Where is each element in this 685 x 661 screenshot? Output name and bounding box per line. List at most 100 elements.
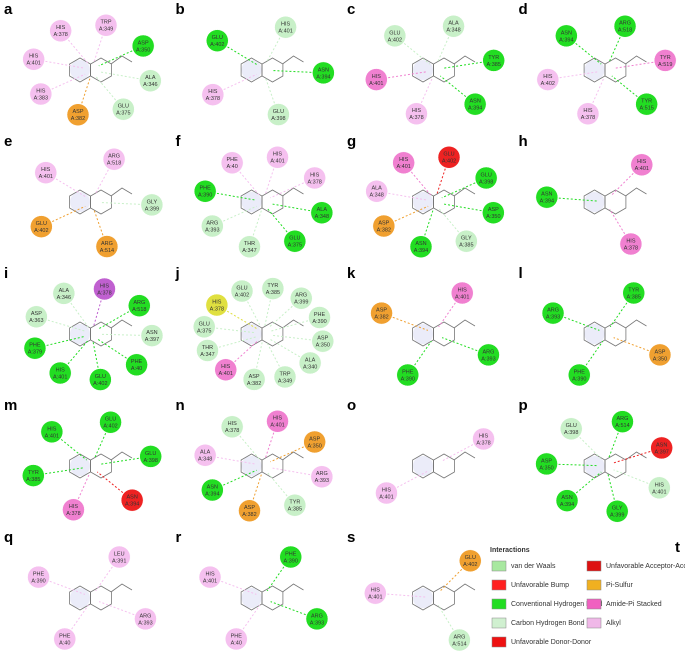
residue — [622, 281, 645, 305]
residue-name: HIS — [371, 588, 381, 594]
residue-name: GLY — [612, 506, 623, 512]
residue — [99, 411, 122, 434]
residue — [312, 61, 335, 85]
chain — [453, 583, 476, 593]
residue — [27, 565, 50, 589]
residue-id: A:393 — [315, 478, 329, 484]
interaction-line — [440, 75, 476, 105]
residue-id: A:340 — [303, 364, 317, 370]
residue-id: A:363 — [29, 318, 43, 324]
residue-id: A:382 — [242, 512, 256, 518]
interaction-line — [267, 472, 296, 506]
residue-name: PHE — [200, 186, 212, 192]
residue — [463, 92, 487, 116]
residue-id: A:401 — [278, 29, 292, 35]
ring — [90, 57, 112, 83]
residue-name: ASP — [309, 436, 320, 442]
ligand-glow — [241, 324, 262, 344]
residue-id: A:382 — [247, 381, 261, 387]
residue-name: ASN — [146, 330, 157, 336]
residue-id: A:375 — [288, 243, 302, 249]
residue — [370, 301, 393, 325]
residue-id: A:519 — [658, 62, 672, 68]
chain — [110, 319, 133, 329]
residue-id: A:401 — [53, 374, 67, 380]
ligand-glow — [70, 60, 90, 80]
panel: fHISA:401HISA:378ALAA:348GLUA:375THRA:34… — [176, 133, 334, 258]
residue-id: A:394 — [316, 74, 330, 80]
panel-letter: c — [347, 1, 355, 18]
residue-id: A:347 — [200, 352, 214, 358]
legend-label: Alkyl — [606, 620, 621, 627]
residue-id: A:385 — [266, 290, 280, 296]
chain — [110, 187, 133, 197]
residue — [30, 215, 53, 238]
residue-id: A:40 — [131, 366, 142, 372]
residue-id: A:401 — [219, 371, 233, 377]
residue — [442, 15, 465, 38]
residue-id: A:378 — [624, 245, 638, 251]
interaction-line — [93, 25, 107, 63]
residue — [290, 287, 313, 310]
interaction-line — [610, 164, 643, 196]
residue-name: ASP — [317, 336, 328, 342]
residue-name: ARG — [206, 220, 218, 226]
residue — [555, 24, 578, 48]
residue-name: HIS — [382, 487, 392, 493]
residue-id: A:350 — [136, 47, 150, 53]
residue-id: A:378 — [409, 115, 423, 121]
residue — [283, 493, 307, 517]
residue-id: A:401 — [270, 159, 284, 165]
legend-swatch — [586, 598, 602, 610]
residue — [273, 365, 297, 389]
interaction-line — [608, 26, 626, 63]
chain — [453, 55, 476, 65]
interaction-line — [566, 35, 602, 65]
residue-id: A:390 — [31, 579, 45, 585]
residue — [474, 166, 498, 190]
residue-id: A:401 — [45, 433, 59, 439]
chain — [282, 451, 304, 461]
residue-id: A:385 — [487, 62, 501, 68]
residue — [242, 368, 266, 391]
residue — [619, 232, 643, 256]
residue-name: ARG — [133, 300, 145, 306]
ring — [604, 189, 627, 215]
residue-id: A:390 — [312, 319, 326, 325]
residue-id: A:393 — [546, 315, 560, 321]
interaction-line — [436, 157, 450, 195]
residue-name: GLU — [566, 423, 577, 429]
chain — [625, 319, 647, 329]
interaction-line — [265, 341, 286, 378]
interaction-line — [264, 288, 274, 327]
residue-name: PHE — [574, 369, 586, 375]
chain — [110, 451, 133, 461]
residue-id: A:378 — [581, 115, 595, 121]
ring — [261, 57, 284, 83]
residue-name: ASN — [656, 442, 667, 448]
residue-id: A:348 — [198, 457, 212, 463]
residue-name: TRP — [101, 20, 112, 26]
residue — [220, 151, 244, 175]
legend-label: van der Waals — [511, 563, 556, 570]
ligand — [583, 55, 647, 83]
residue-id: A:398 — [479, 179, 493, 185]
residue — [613, 15, 637, 38]
residue-id: A:393 — [138, 620, 152, 626]
residue-name: ASP — [541, 458, 552, 464]
legend-swatch — [586, 560, 602, 572]
chain — [625, 451, 647, 461]
residue — [140, 324, 164, 347]
residue-id: A:348 — [315, 214, 329, 220]
residue-id: A:518 — [107, 161, 121, 167]
residue-name: HIS — [208, 89, 218, 95]
chain — [625, 187, 647, 197]
residue — [89, 368, 112, 391]
residue-name: TYR — [488, 55, 499, 61]
residue — [22, 48, 45, 71]
residue-id: A:385 — [288, 507, 302, 513]
residue — [40, 420, 64, 444]
residue-id: A:390 — [401, 376, 415, 382]
residue — [298, 351, 322, 375]
